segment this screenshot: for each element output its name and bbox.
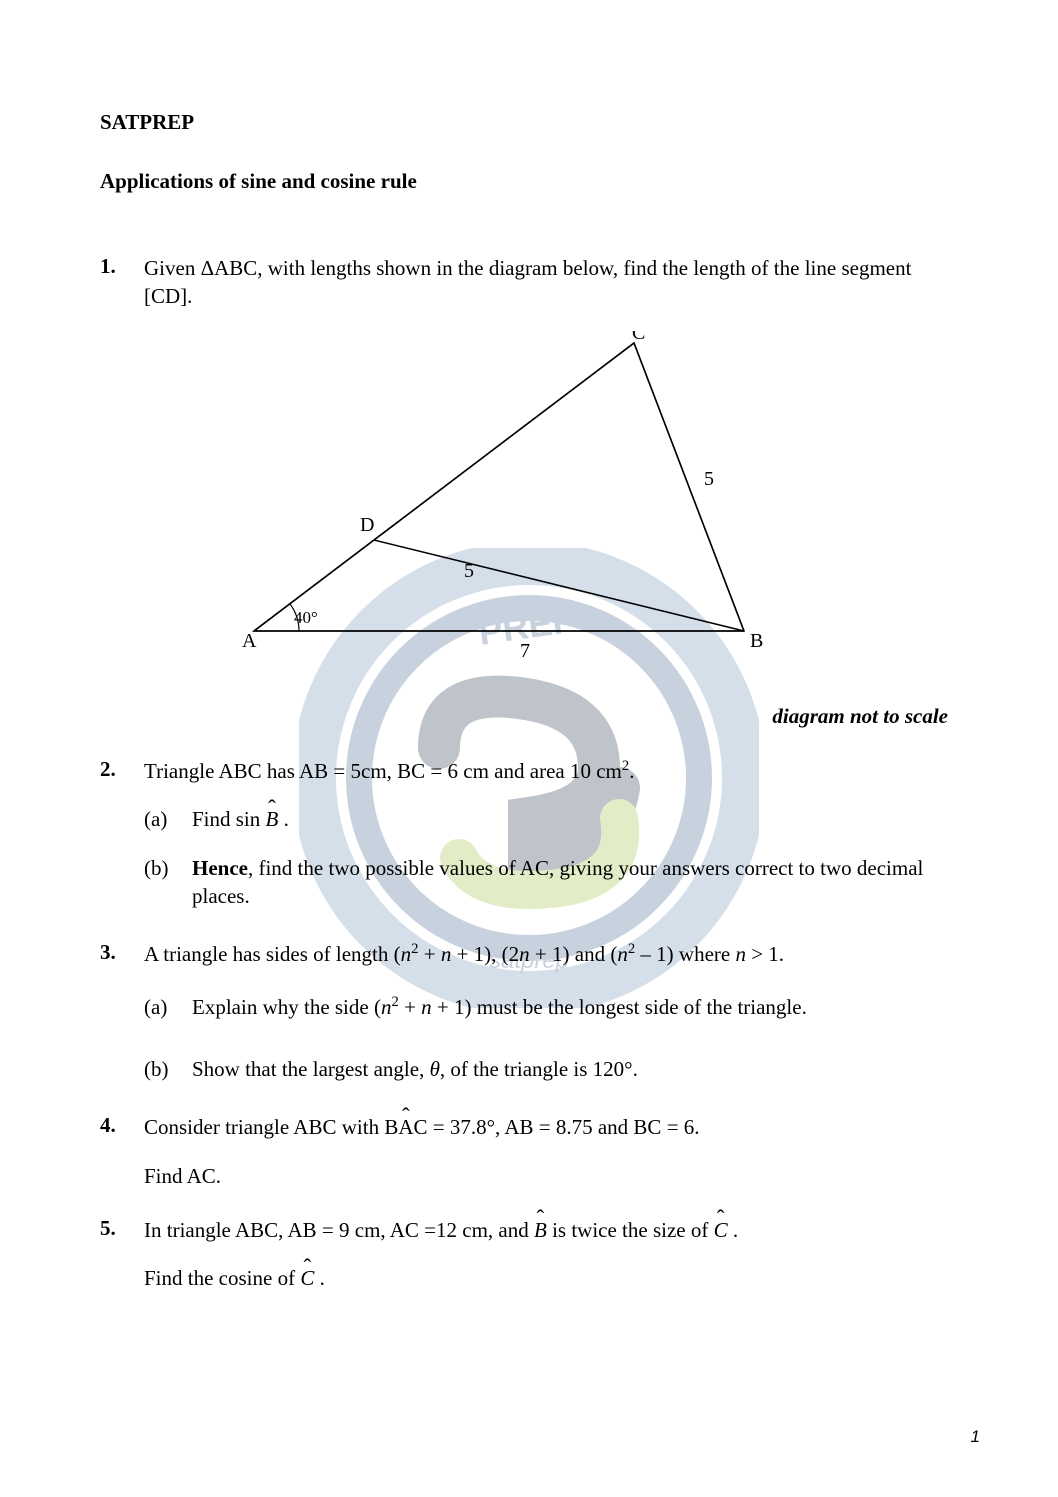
svg-text:5: 5 — [464, 560, 474, 582]
question-number: 1. — [100, 254, 144, 279]
question-number: 3. — [100, 940, 144, 965]
question-text: In triangle ABC, AB = 9 cm, AC =12 cm, a… — [144, 1216, 958, 1244]
part-label: (a) — [144, 993, 192, 1021]
page-header: SATPREP — [100, 110, 958, 135]
question-number: 5. — [100, 1216, 144, 1241]
question-text: Find the cosine of C . — [144, 1264, 958, 1292]
question-3: 3. A triangle has sides of length (n2 + … — [100, 940, 958, 1087]
part-text: Show that the largest angle, θ, of the t… — [192, 1055, 958, 1083]
question-number: 2. — [100, 757, 144, 782]
page-number: 1 — [971, 1427, 980, 1447]
svg-text:D: D — [360, 514, 374, 536]
question-text: Find AC. — [144, 1162, 958, 1190]
svg-text:7: 7 — [520, 640, 530, 661]
svg-text:C: C — [632, 331, 645, 344]
part-text: Explain why the side (n2 + n + 1) must b… — [192, 993, 958, 1021]
part-label: (b) — [144, 1055, 192, 1083]
svg-text:B: B — [750, 630, 763, 652]
question-number: 4. — [100, 1113, 144, 1138]
svg-text:A: A — [242, 630, 257, 652]
question-4: 4. Consider triangle ABC with BAC = 37.8… — [100, 1113, 958, 1190]
question-text: Consider triangle ABC with BAC = 37.8°, … — [144, 1113, 958, 1141]
part-label: (b) — [144, 854, 192, 882]
part-text: Hence, find the two possible values of A… — [192, 854, 958, 911]
question-1: 1. Given ΔABC, with lengths shown in the… — [100, 254, 958, 678]
question-5: 5. In triangle ABC, AB = 9 cm, AC =12 cm… — [100, 1216, 958, 1293]
question-text: Given ΔABC, with lengths shown in the di… — [144, 256, 911, 308]
part-label: (a) — [144, 805, 192, 833]
question-text: A triangle has sides of length (n2 + n +… — [144, 942, 784, 966]
part-text: Find sin B . — [192, 805, 958, 833]
question-text: Triangle ABC has AB = 5cm, BC = 6 cm and… — [144, 759, 634, 783]
question-2: 2. Triangle ABC has AB = 5cm, BC = 6 cm … — [100, 757, 958, 914]
page-subtitle: Applications of sine and cosine rule — [100, 169, 958, 194]
svg-text:5: 5 — [704, 468, 714, 490]
diagram-caption: diagram not to scale — [100, 704, 948, 729]
triangle-diagram: A B C D 40° 7 5 5 — [224, 331, 958, 668]
svg-text:40°: 40° — [294, 608, 318, 627]
